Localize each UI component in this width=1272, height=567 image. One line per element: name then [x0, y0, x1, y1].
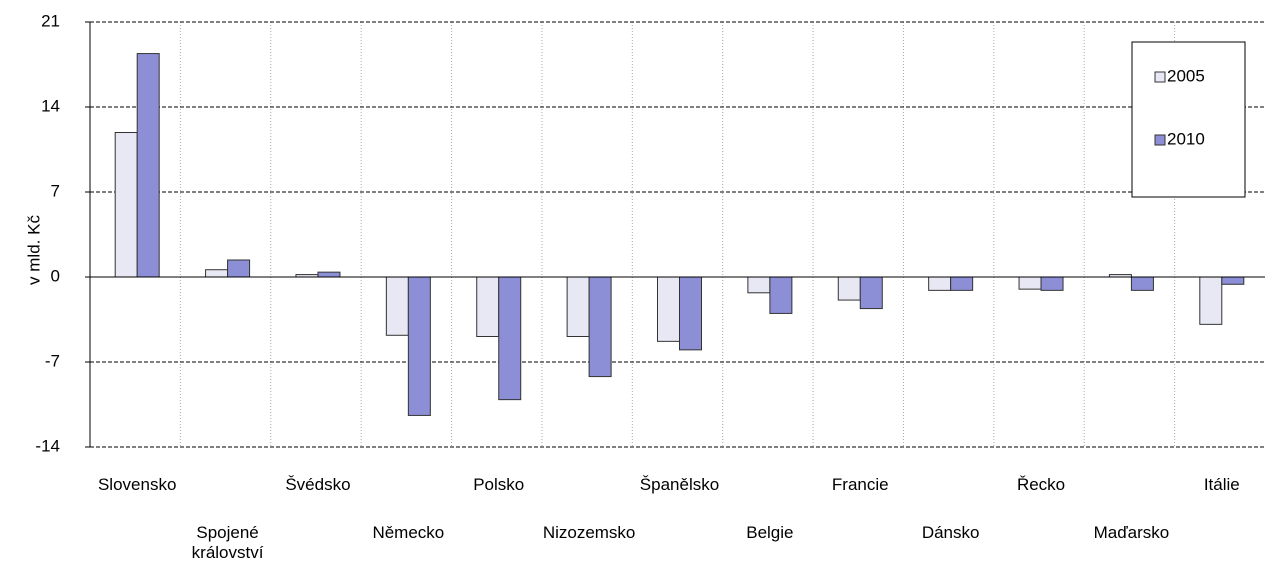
bar — [498, 276, 522, 401]
x-tick-label: Spojené království — [191, 523, 264, 562]
bar — [205, 269, 229, 278]
y-tick-label: 21 — [41, 11, 60, 30]
bar — [837, 276, 861, 301]
bar — [1018, 276, 1042, 290]
legend-swatch — [1154, 134, 1166, 146]
x-tick-label: Maďarsko — [1093, 523, 1170, 542]
bar — [407, 276, 431, 416]
x-tick-label: Německo — [372, 523, 445, 542]
legend-label: 2010 — [1167, 129, 1205, 148]
x-tick-label: Řecko — [1016, 475, 1066, 494]
y-tick-label: 0 — [51, 266, 60, 285]
bar — [114, 132, 138, 278]
x-tick-label: Polsko — [473, 475, 525, 494]
x-tick-label: Belgie — [746, 523, 794, 542]
bar — [1199, 276, 1223, 325]
legend-swatch — [1154, 71, 1166, 83]
bar — [1221, 276, 1245, 285]
legend-label: 2005 — [1167, 66, 1205, 85]
x-tick-label: Slovensko — [97, 475, 177, 494]
y-axis-label: v mld. Kč — [24, 215, 43, 285]
bar — [657, 276, 680, 342]
bar — [747, 276, 771, 294]
y-tick-label: -14 — [35, 436, 60, 455]
bar — [950, 276, 974, 291]
x-tick-label: Nizozemsko — [542, 523, 636, 542]
y-tick-label: 7 — [51, 181, 60, 200]
x-tick-label: Francie — [831, 475, 889, 494]
bar — [928, 276, 952, 291]
x-tick-label: Švédsko — [285, 475, 351, 494]
bar — [769, 276, 793, 314]
bar — [227, 259, 251, 278]
bar — [476, 276, 500, 337]
bar — [385, 276, 409, 336]
bar — [566, 276, 590, 337]
legend-box — [1131, 41, 1246, 198]
bar — [136, 53, 160, 278]
bar — [679, 276, 702, 351]
bar — [1130, 276, 1154, 291]
y-tick-label: -7 — [45, 351, 60, 370]
bar — [317, 271, 341, 278]
y-tick-label: 14 — [41, 96, 60, 115]
bar — [1040, 276, 1064, 291]
x-tick-label: Itálie — [1203, 475, 1240, 494]
x-tick-label: Dánsko — [921, 523, 980, 542]
bar — [588, 276, 612, 378]
bar — [859, 276, 883, 310]
x-tick-label: Španělsko — [639, 475, 720, 494]
